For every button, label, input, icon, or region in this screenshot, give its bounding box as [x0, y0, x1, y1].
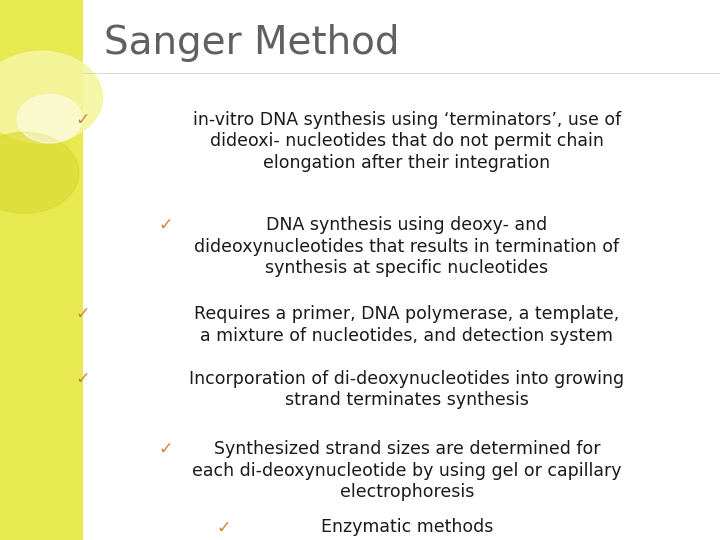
- Text: ✓: ✓: [216, 518, 230, 536]
- Text: Requires a primer, DNA polymerase, a template,
a mixture of nucleotides, and det: Requires a primer, DNA polymerase, a tem…: [194, 305, 619, 345]
- Circle shape: [0, 51, 102, 143]
- Text: Enzymatic methods: Enzymatic methods: [320, 518, 493, 536]
- Bar: [0, 0, 83, 540]
- Text: ✓: ✓: [76, 305, 90, 323]
- Text: ✓: ✓: [158, 216, 173, 234]
- Text: ✓: ✓: [158, 440, 173, 458]
- Text: DNA synthesis using deoxy- and
dideoxynucleotides that results in termination of: DNA synthesis using deoxy- and dideoxynu…: [194, 216, 619, 277]
- Text: Synthesized strand sizes are determined for
each di-deoxynucleotide by using gel: Synthesized strand sizes are determined …: [192, 440, 621, 501]
- Text: Incorporation of di-deoxynucleotides into growing
strand terminates synthesis: Incorporation of di-deoxynucleotides int…: [189, 370, 624, 409]
- Circle shape: [17, 94, 82, 143]
- Text: Sanger Method: Sanger Method: [104, 24, 400, 62]
- Text: ✓: ✓: [76, 111, 90, 129]
- Circle shape: [0, 132, 79, 213]
- Text: in-vitro DNA synthesis using ‘terminators’, use of
dideoxi- nucleotides that do : in-vitro DNA synthesis using ‘terminator…: [193, 111, 621, 172]
- Text: ✓: ✓: [76, 370, 90, 388]
